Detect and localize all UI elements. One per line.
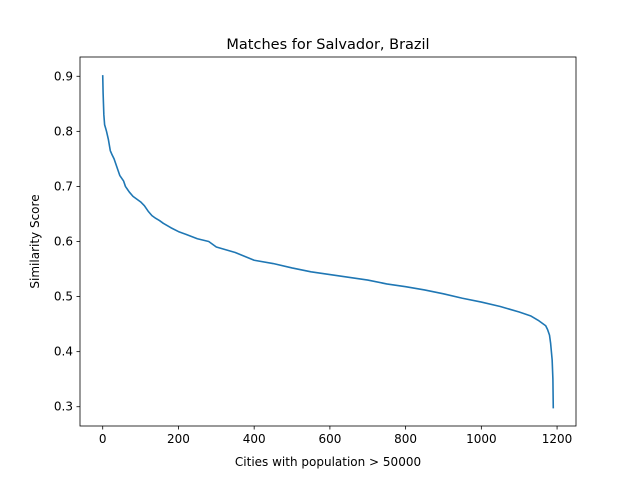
y-ticks: 0.3 0.4 0.5 0.6 0.7 0.8 0.9 — [54, 69, 80, 414]
x-tick-label: 400 — [243, 432, 266, 446]
x-tick-label: 200 — [167, 432, 190, 446]
chart-title: Matches for Salvador, Brazil — [226, 37, 429, 53]
x-tick-label: 1200 — [542, 432, 573, 446]
x-ticks: 0 200 400 600 800 1000 1200 — [99, 426, 572, 446]
x-tick-label: 0 — [99, 432, 107, 446]
x-tick-label: 800 — [394, 432, 417, 446]
y-tick-label: 0.3 — [54, 400, 73, 414]
y-tick-label: 0.5 — [54, 290, 73, 304]
y-tick-label: 0.9 — [54, 69, 73, 83]
y-axis-label: Similarity Score — [28, 194, 42, 288]
y-tick-label: 0.4 — [54, 345, 73, 359]
x-axis-label: Cities with population > 50000 — [235, 455, 421, 469]
y-tick-label: 0.8 — [54, 124, 73, 138]
plot-area — [79, 56, 577, 427]
x-tick-label: 600 — [318, 432, 341, 446]
series-layer — [101, 75, 555, 409]
y-tick-label: 0.7 — [54, 179, 73, 193]
series-line — [101, 75, 555, 409]
x-tick-label: 1000 — [466, 432, 497, 446]
y-tick-label: 0.6 — [54, 235, 73, 249]
